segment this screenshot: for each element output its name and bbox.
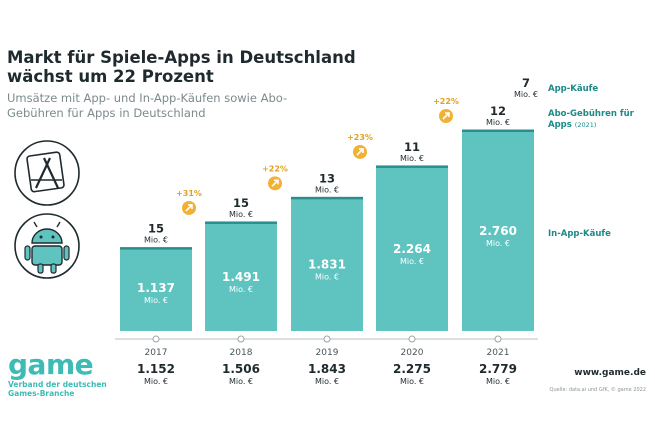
- legend-subscriptions-label: Abo-Gebühren für Apps: [548, 109, 634, 130]
- legend-subscriptions: Abo-Gebühren für Apps (2021): [548, 109, 655, 131]
- data-label-in-app-unit: Mio. €: [486, 239, 510, 248]
- growth-label: +22%: [262, 164, 288, 173]
- growth-arrow-glyph: [442, 112, 450, 120]
- website-link[interactable]: www.game.de: [574, 368, 646, 378]
- growth-label: +22%: [433, 97, 459, 106]
- bar-app-purchases-cap: [205, 221, 277, 224]
- growth-arrow-glyph: [185, 204, 193, 212]
- data-label-subscriptions: 7: [522, 76, 530, 90]
- year-label: 2020: [401, 348, 424, 358]
- legend-subscriptions-note: (2021): [574, 121, 597, 129]
- data-label-subscriptions-unit: Mio. €: [514, 90, 538, 99]
- legend-in-app: In-App-Käufe: [548, 229, 611, 239]
- page-subtitle: Umsätze mit App- und In-App-Käufen sowie…: [7, 91, 288, 120]
- total-unit: Mio. €: [315, 377, 339, 386]
- android-icon: [14, 213, 80, 279]
- data-label-app-purchases: 15: [148, 222, 164, 236]
- app-store-icon: [14, 140, 80, 206]
- data-label-app-purchases-unit: Mio. €: [400, 154, 424, 163]
- data-label-app-purchases: 11: [404, 140, 420, 154]
- total-unit: Mio. €: [229, 377, 253, 386]
- total-unit: Mio. €: [486, 377, 510, 386]
- year-label: 2019: [316, 348, 339, 358]
- data-label-in-app-unit: Mio. €: [144, 296, 168, 305]
- data-label-app-purchases-unit: Mio. €: [486, 118, 510, 127]
- timeline-dot: [323, 335, 331, 343]
- legend-app-purchases: App-Käufe: [548, 84, 599, 94]
- page-title: Markt für Spiele-Apps in Deutschland wäc…: [7, 48, 356, 86]
- data-label-in-app: 1.137: [137, 281, 175, 295]
- growth-arrow-glyph: [356, 148, 364, 156]
- data-label-in-app: 2.760: [479, 224, 517, 238]
- year-label: 2021: [487, 348, 510, 358]
- total-unit: Mio. €: [400, 377, 424, 386]
- data-label-app-purchases-unit: Mio. €: [229, 210, 253, 219]
- data-label-in-app: 2.264: [393, 242, 431, 256]
- bar-in-app: [291, 198, 363, 331]
- total-label: 1.506: [222, 362, 260, 376]
- data-label-in-app-unit: Mio. €: [315, 273, 339, 282]
- bar-in-app: [376, 166, 448, 331]
- bar-app-purchases-cap: [120, 247, 192, 250]
- bar-app-purchases-cap: [462, 129, 534, 132]
- bar-in-app: [205, 222, 277, 331]
- total-label: 2.779: [479, 362, 517, 376]
- source-note: Quelle: data.ai und GfK, © game 2022: [549, 387, 646, 393]
- data-label-app-purchases: 12: [490, 104, 506, 118]
- timeline-dot: [494, 335, 502, 343]
- total-label: 1.843: [308, 362, 346, 376]
- bar-app-purchases-cap: [291, 196, 363, 200]
- growth-arrow-glyph: [271, 179, 279, 187]
- bar-in-app: [462, 131, 534, 331]
- data-label-app-purchases: 13: [319, 171, 335, 185]
- timeline-dot: [408, 335, 416, 343]
- bar-in-app: [120, 248, 192, 331]
- bar-app-purchases-cap: [376, 165, 448, 168]
- data-label-in-app: 1.491: [222, 270, 260, 284]
- total-label: 1.152: [137, 362, 175, 376]
- data-label-in-app-unit: Mio. €: [400, 257, 424, 266]
- timeline-dot: [152, 335, 160, 343]
- data-label-app-purchases-unit: Mio. €: [144, 236, 168, 245]
- growth-label: +23%: [347, 133, 373, 142]
- data-label-in-app-unit: Mio. €: [229, 285, 253, 294]
- data-label-app-purchases: 15: [233, 196, 249, 210]
- total-unit: Mio. €: [144, 377, 168, 386]
- year-label: 2017: [145, 348, 168, 358]
- data-label-app-purchases-unit: Mio. €: [315, 185, 339, 194]
- year-label: 2018: [230, 348, 253, 358]
- game-tagline: Verband der deutschen Games-Branche: [8, 380, 107, 398]
- growth-label: +31%: [176, 189, 202, 198]
- game-logo: game: [8, 348, 94, 381]
- timeline-dot: [237, 335, 245, 343]
- data-label-in-app: 1.831: [308, 258, 346, 272]
- total-label: 2.275: [393, 362, 431, 376]
